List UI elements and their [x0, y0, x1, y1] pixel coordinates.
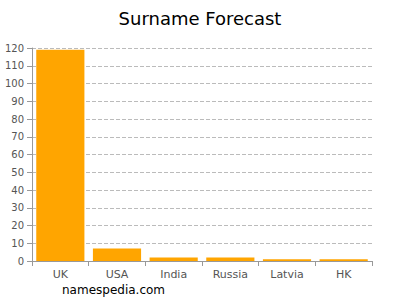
svg-text:USA: USA — [106, 268, 129, 281]
svg-text:Latvia: Latvia — [270, 268, 304, 281]
svg-text:30: 30 — [11, 202, 24, 213]
svg-text:UK: UK — [53, 268, 69, 281]
svg-text:Surname Forecast: Surname Forecast — [119, 8, 282, 29]
svg-text:Russia: Russia — [213, 268, 248, 281]
svg-text:50: 50 — [11, 167, 24, 178]
svg-text:0: 0 — [18, 256, 24, 267]
svg-text:110: 110 — [5, 60, 24, 71]
svg-text:HK: HK — [336, 268, 352, 281]
svg-text:80: 80 — [11, 114, 24, 125]
svg-text:India: India — [160, 268, 187, 281]
svg-text:20: 20 — [11, 220, 24, 231]
svg-text:namespedia.com: namespedia.com — [62, 283, 165, 297]
svg-text:40: 40 — [11, 185, 24, 196]
svg-text:90: 90 — [11, 96, 24, 107]
svg-text:70: 70 — [11, 131, 24, 142]
svg-text:120: 120 — [5, 43, 24, 54]
svg-text:10: 10 — [11, 238, 24, 249]
svg-text:60: 60 — [11, 149, 24, 160]
svg-text:100: 100 — [5, 78, 24, 89]
